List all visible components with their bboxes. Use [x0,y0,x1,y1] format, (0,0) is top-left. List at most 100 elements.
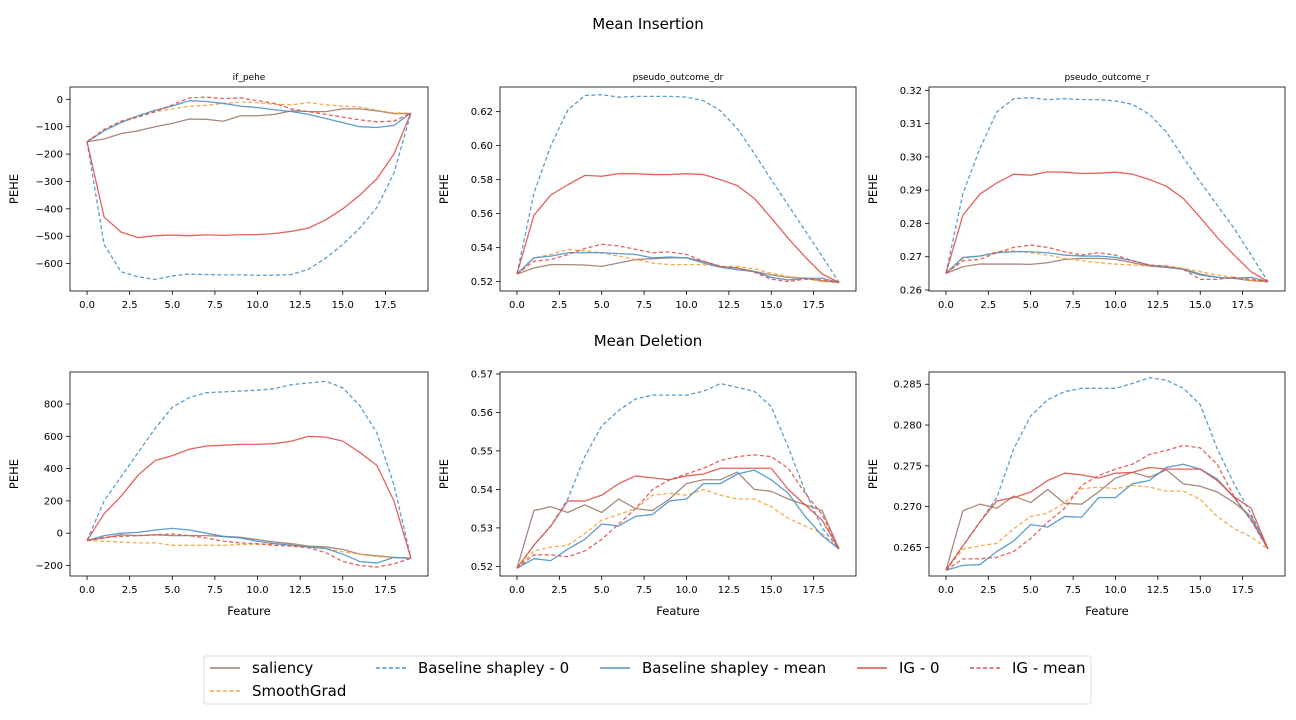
legend-label: IG - 0 [899,659,940,677]
series-line-ig-0 [945,171,1269,283]
y-tick-label: −600 [36,259,63,270]
plot-area [516,94,840,284]
y-tick-label: 0.60 [471,141,493,152]
x-tick-label: 12.5 [289,300,311,311]
x-tick-label: 15.0 [332,300,354,311]
series-line-baseline-shapley-0 [516,382,840,569]
x-tick-label: 0.0 [79,300,95,311]
x-tick-label: 2.5 [551,585,567,596]
y-tick-label: 600 [44,432,63,443]
x-tick-label: 10.0 [1104,585,1126,596]
plot-area [945,377,1269,571]
subplot-5: 0.0 2.5 5.0 7.5 10.0 12.5 15.0 17.5 0.52 0.53 0.54… [437,369,857,618]
x-tick-label: 10.0 [675,585,697,596]
x-tick-label: 2.5 [122,300,138,311]
x-tick-label: 5.0 [164,300,180,311]
x-tick-label: 2.5 [980,300,996,311]
x-axis-label: Feature [1085,604,1128,618]
y-tick-label: 0.285 [893,380,922,391]
series-line-saliency [945,257,1269,283]
series-line-saliency [516,257,840,284]
y-tick-label: 0.55 [471,446,493,457]
x-tick-label: 5.0 [594,300,610,311]
x-tick-label: 15.0 [760,300,782,311]
y-tick-label: 0.54 [471,485,493,496]
x-axis-label: Feature [656,604,699,618]
y-tick-label: 0.275 [893,461,922,472]
y-axis-label: PEHE [7,174,21,204]
series-line-ig-mean [945,244,1269,283]
subplot-2: 0.0 2.5 5.0 7.5 10.0 12.5 15.0 17.5 0.52 0.54 0.56… [437,73,857,311]
x-tick-label: 2.5 [980,585,996,596]
y-tick-label: 0.265 [893,543,922,554]
axes-frame [69,371,429,577]
series-line-baseline-shapley-mean [945,251,1269,283]
x-tick-label: 5.0 [1023,300,1039,311]
legend-item: Baseline shapley - mean [600,659,826,677]
y-tick-label: 0.52 [471,562,493,573]
y-tick-label: 0.62 [471,107,493,118]
series-line-baseline-shapley-mean [516,252,840,284]
x-tick-label: 17.5 [374,300,396,311]
y-tick-label: −200 [36,150,63,161]
x-tick-label: 0.0 [79,585,95,596]
y-tick-label: −300 [36,177,63,188]
series-line-baseline-shapley-0 [945,97,1269,283]
legend-item: IG - mean [970,659,1086,677]
series-line-baseline-shapley-0 [516,94,840,283]
series-line-ig-mean [86,96,412,143]
series-line-baseline-shapley-mean [516,469,840,569]
subplot-3: 0.0 2.5 5.0 7.5 10.0 12.5 15.0 17.5 0.26 0.27 0.28… [866,73,1286,311]
x-tick-label: 17.5 [1231,585,1253,596]
series-line-ig-0 [516,173,840,284]
series-line-ig-mean [86,533,412,568]
series-line-saliency [86,108,411,143]
axes-frame [928,371,1286,577]
x-tick-label: 0.0 [938,585,954,596]
series-line-ig-0 [86,112,412,239]
y-tick-label: 0.26 [900,286,922,297]
legend-label: SmoothGrad [252,682,346,700]
y-tick-label: 0.29 [900,186,922,197]
x-tick-label: 15.0 [1189,300,1211,311]
series-line-smoothgrad [516,488,840,569]
y-tick-label: 0.270 [893,502,922,513]
series-line-smoothgrad [87,539,411,559]
subplot-title: pseudo_outcome_dr [633,73,724,83]
x-tick-label: 12.5 [1147,300,1169,311]
series-line-smoothgrad [86,101,411,143]
x-tick-label: 17.5 [802,585,824,596]
y-tick-label: −200 [36,561,63,572]
legend-label: Baseline shapley - 0 [418,659,569,677]
x-tick-label: 7.5 [207,300,223,311]
subplot-1: 0.0 2.5 5.0 7.5 10.0 12.5 15.0 17.5 −600 −500 −400… [7,73,429,311]
plot-area [86,380,412,568]
x-tick-label: 17.5 [374,585,396,596]
x-tick-label: 17.5 [802,300,824,311]
x-tick-label: 15.0 [760,585,782,596]
y-tick-label: 0.58 [471,175,493,186]
y-axis-label: PEHE [437,459,451,489]
legend-label: Baseline shapley - mean [642,659,826,677]
y-axis-label: PEHE [866,174,880,204]
subplot-4: 0.0 2.5 5.0 7.5 10.0 12.5 15.0 17.5 −200 0 200 400 6… [7,371,429,618]
x-tick-label: 7.5 [207,585,223,596]
x-tick-label: 2.5 [551,300,567,311]
plot-area [516,382,840,569]
series-line-baseline-shapley-mean [86,527,411,564]
x-tick-label: 5.0 [594,585,610,596]
subplot-title: pseudo_outcome_r [1064,73,1149,83]
axes-frame [69,86,429,292]
series-line-ig-0 [945,466,1269,571]
y-tick-label: 0.31 [900,119,922,130]
axes-frame [499,86,857,292]
legend-item: SmoothGrad [210,682,346,700]
series-line-ig-0 [516,467,840,569]
y-tick-label: 0.28 [900,219,922,230]
series-line-ig-mean [516,243,840,284]
x-tick-label: 12.5 [1147,585,1169,596]
x-axis-label: Feature [227,604,270,618]
y-tick-label: 400 [44,464,63,475]
x-tick-label: 10.0 [246,300,268,311]
